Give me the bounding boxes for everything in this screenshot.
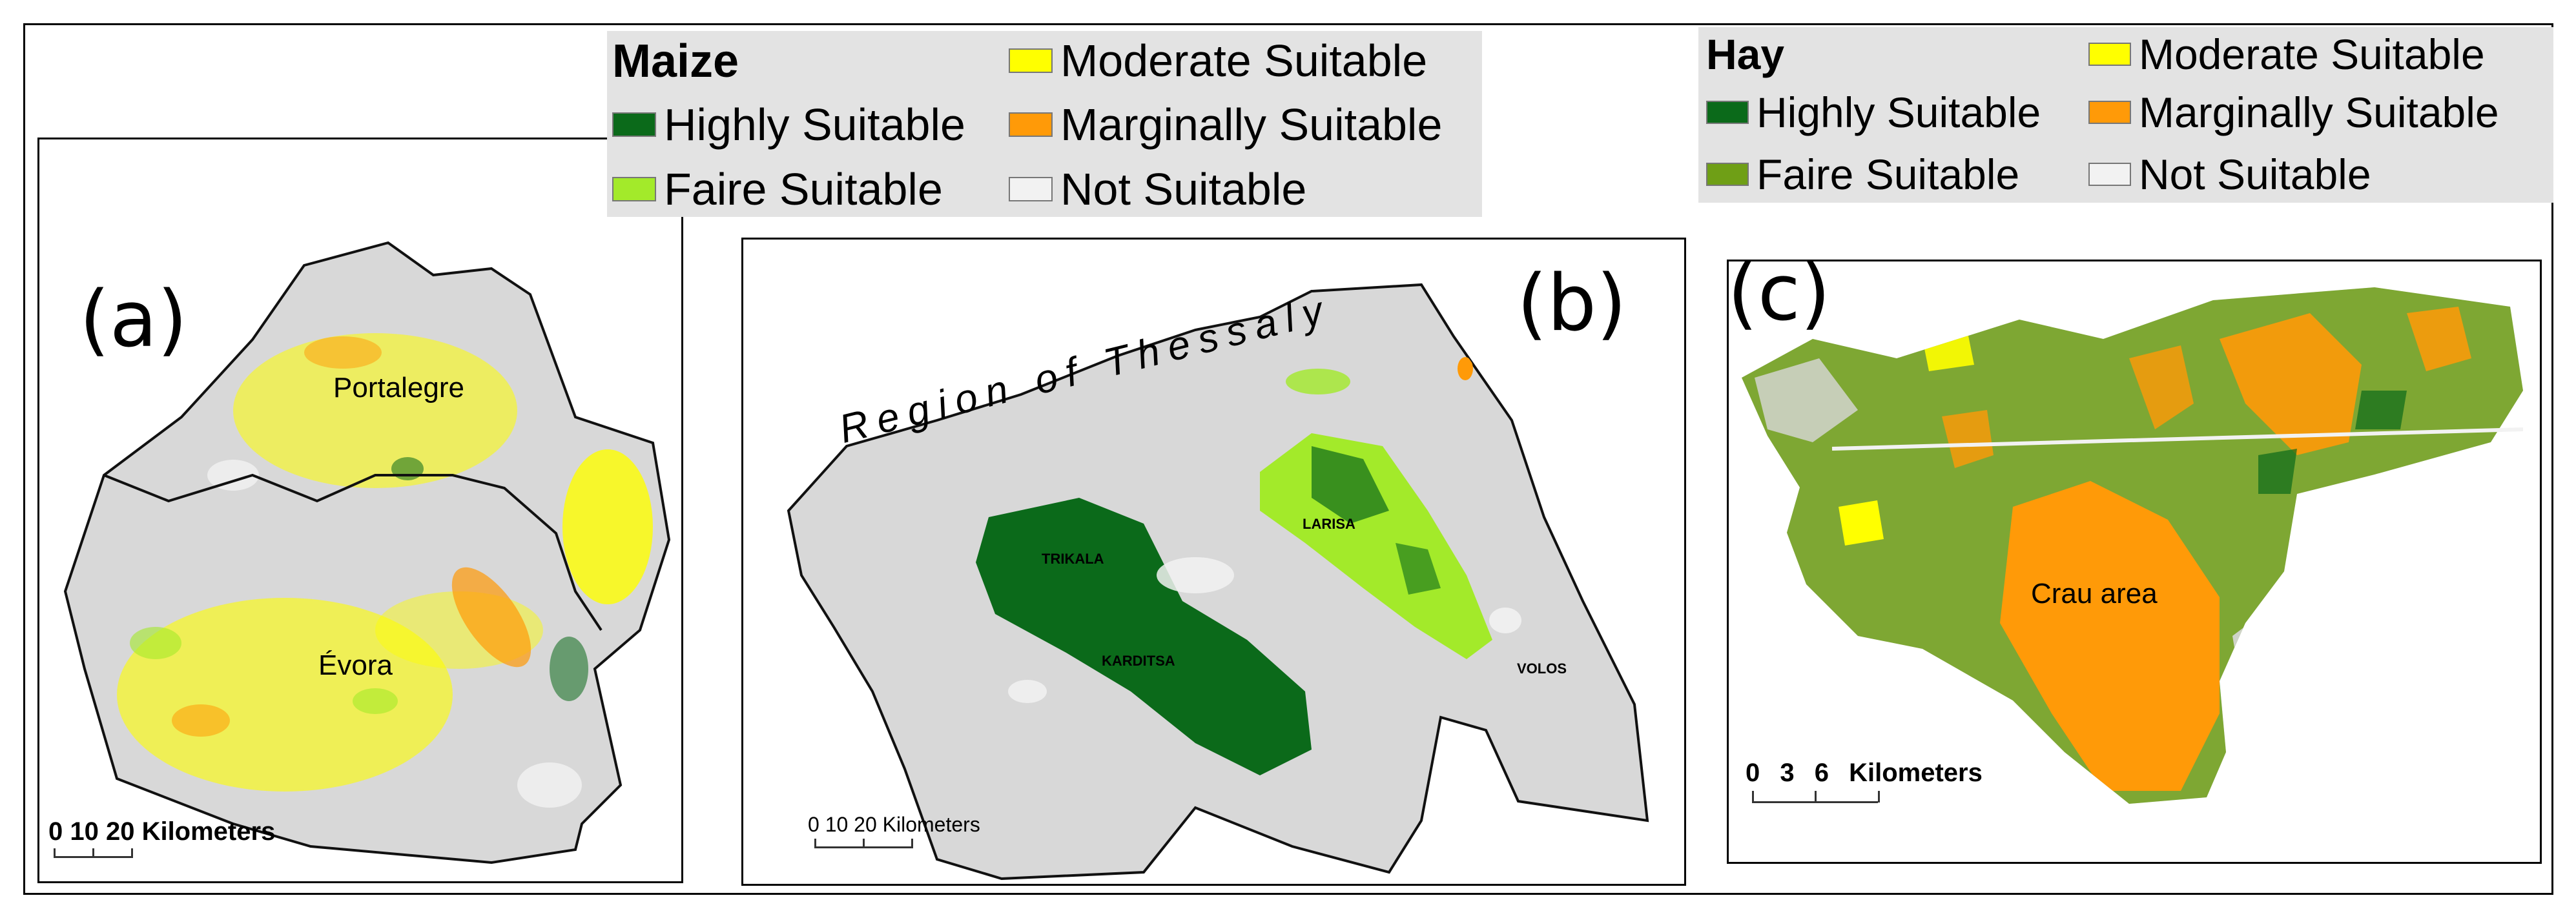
district-boundary [103,473,603,631]
swatch-marginal [1009,112,1053,137]
maize-legend-title: Maize [612,36,739,87]
scale-tick-a [54,848,56,858]
swatch-marginal [2088,101,2131,124]
place-evora: Évora [318,649,393,681]
scale-label-c: 0 3 6 Kilometers [1746,759,1983,787]
swatch-faire [612,177,656,201]
panel-label-a: (a) [79,275,188,365]
panel-label-c: (c) [1727,260,1831,338]
maize-legend: Maize Highly Suitable Faire Suitable Mod… [607,31,1482,217]
place-portalegre: Portalegre [333,372,465,404]
hay-legend-faire: Faire Suitable [1706,150,2019,199]
scale-tick-b [911,839,913,848]
thessaly-map [787,283,1649,881]
hay-legend-moderate: Moderate Suitable [2088,30,2485,79]
scale-label-a: 0 10 20 Kilometers [48,817,276,846]
map-panel-a: (a) Portalegre Évora 0 10 20 Kilometers [37,138,683,883]
legend-label: Moderate Suitable [2139,30,2485,78]
scale-tick-a [92,848,94,858]
legend-label: Not Suitable [2139,150,2371,198]
hay-legend: Hay Highly Suitable Faire Suitable Moder… [1698,27,2553,203]
map-panel-c: (c) Crau area 0 3 6 Kilometers [1727,260,2542,864]
scale-tick-c [1752,791,1754,802]
maize-suitability-patches [117,333,653,808]
road-line [1831,427,2524,451]
legend-label: Highly Suitable [664,99,965,150]
legend-label: Marginally Suitable [2139,88,2499,136]
hay-legend-marginal: Marginally Suitable [2088,88,2499,137]
crau-map [1742,287,2524,804]
legend-label: Faire Suitable [1757,150,2020,198]
place-crau-area: Crau area [2031,578,2158,609]
scale-tick-b [814,839,816,848]
swatch-moderate [2088,43,2131,66]
maize-legend-marginal: Marginally Suitable [1009,99,1442,150]
panel-label-b: (b) [1517,259,1627,349]
hay-legend-highly: Highly Suitable [1706,88,2041,137]
scale-tick-c [1878,791,1880,802]
maize-legend-moderate: Moderate Suitable [1009,35,1427,87]
hay-legend-not: Not Suitable [2088,150,2371,199]
maize-suitability-patches [976,357,1521,775]
hay-legend-title: Hay [1706,30,1785,78]
swatch-not [1009,177,1053,201]
swatch-moderate [1009,48,1053,73]
city-karditsa: KARDITSA [1102,653,1175,669]
city-volos: VOLOS [1517,660,1567,677]
swatch-highly [612,112,656,137]
legend-label: Faire Suitable [664,164,943,214]
city-larisa: LARISA [1303,516,1355,532]
swatch-faire [1706,163,1749,186]
swatch-highly [1706,101,1749,124]
portugal-map [63,241,671,864]
legend-label: Highly Suitable [1757,88,2041,136]
maize-legend-not: Not Suitable [1009,163,1306,215]
maize-legend-faire: Faire Suitable [612,163,943,215]
scale-tick-b [863,839,865,848]
legend-label: Marginally Suitable [1060,99,1443,150]
scale-tick-a [131,848,133,858]
scale-tick-c [1815,791,1817,802]
maize-legend-highly: Highly Suitable [612,99,965,150]
swatch-not [2088,163,2131,186]
map-panel-b: (b) Region of Thessaly TRIKALA KARDITSA … [741,238,1686,886]
city-trikala: TRIKALA [1042,551,1104,567]
scale-label-b: 0 10 20 Kilometers [808,813,980,836]
legend-label: Not Suitable [1060,164,1307,214]
legend-label: Moderate Suitable [1060,36,1428,86]
